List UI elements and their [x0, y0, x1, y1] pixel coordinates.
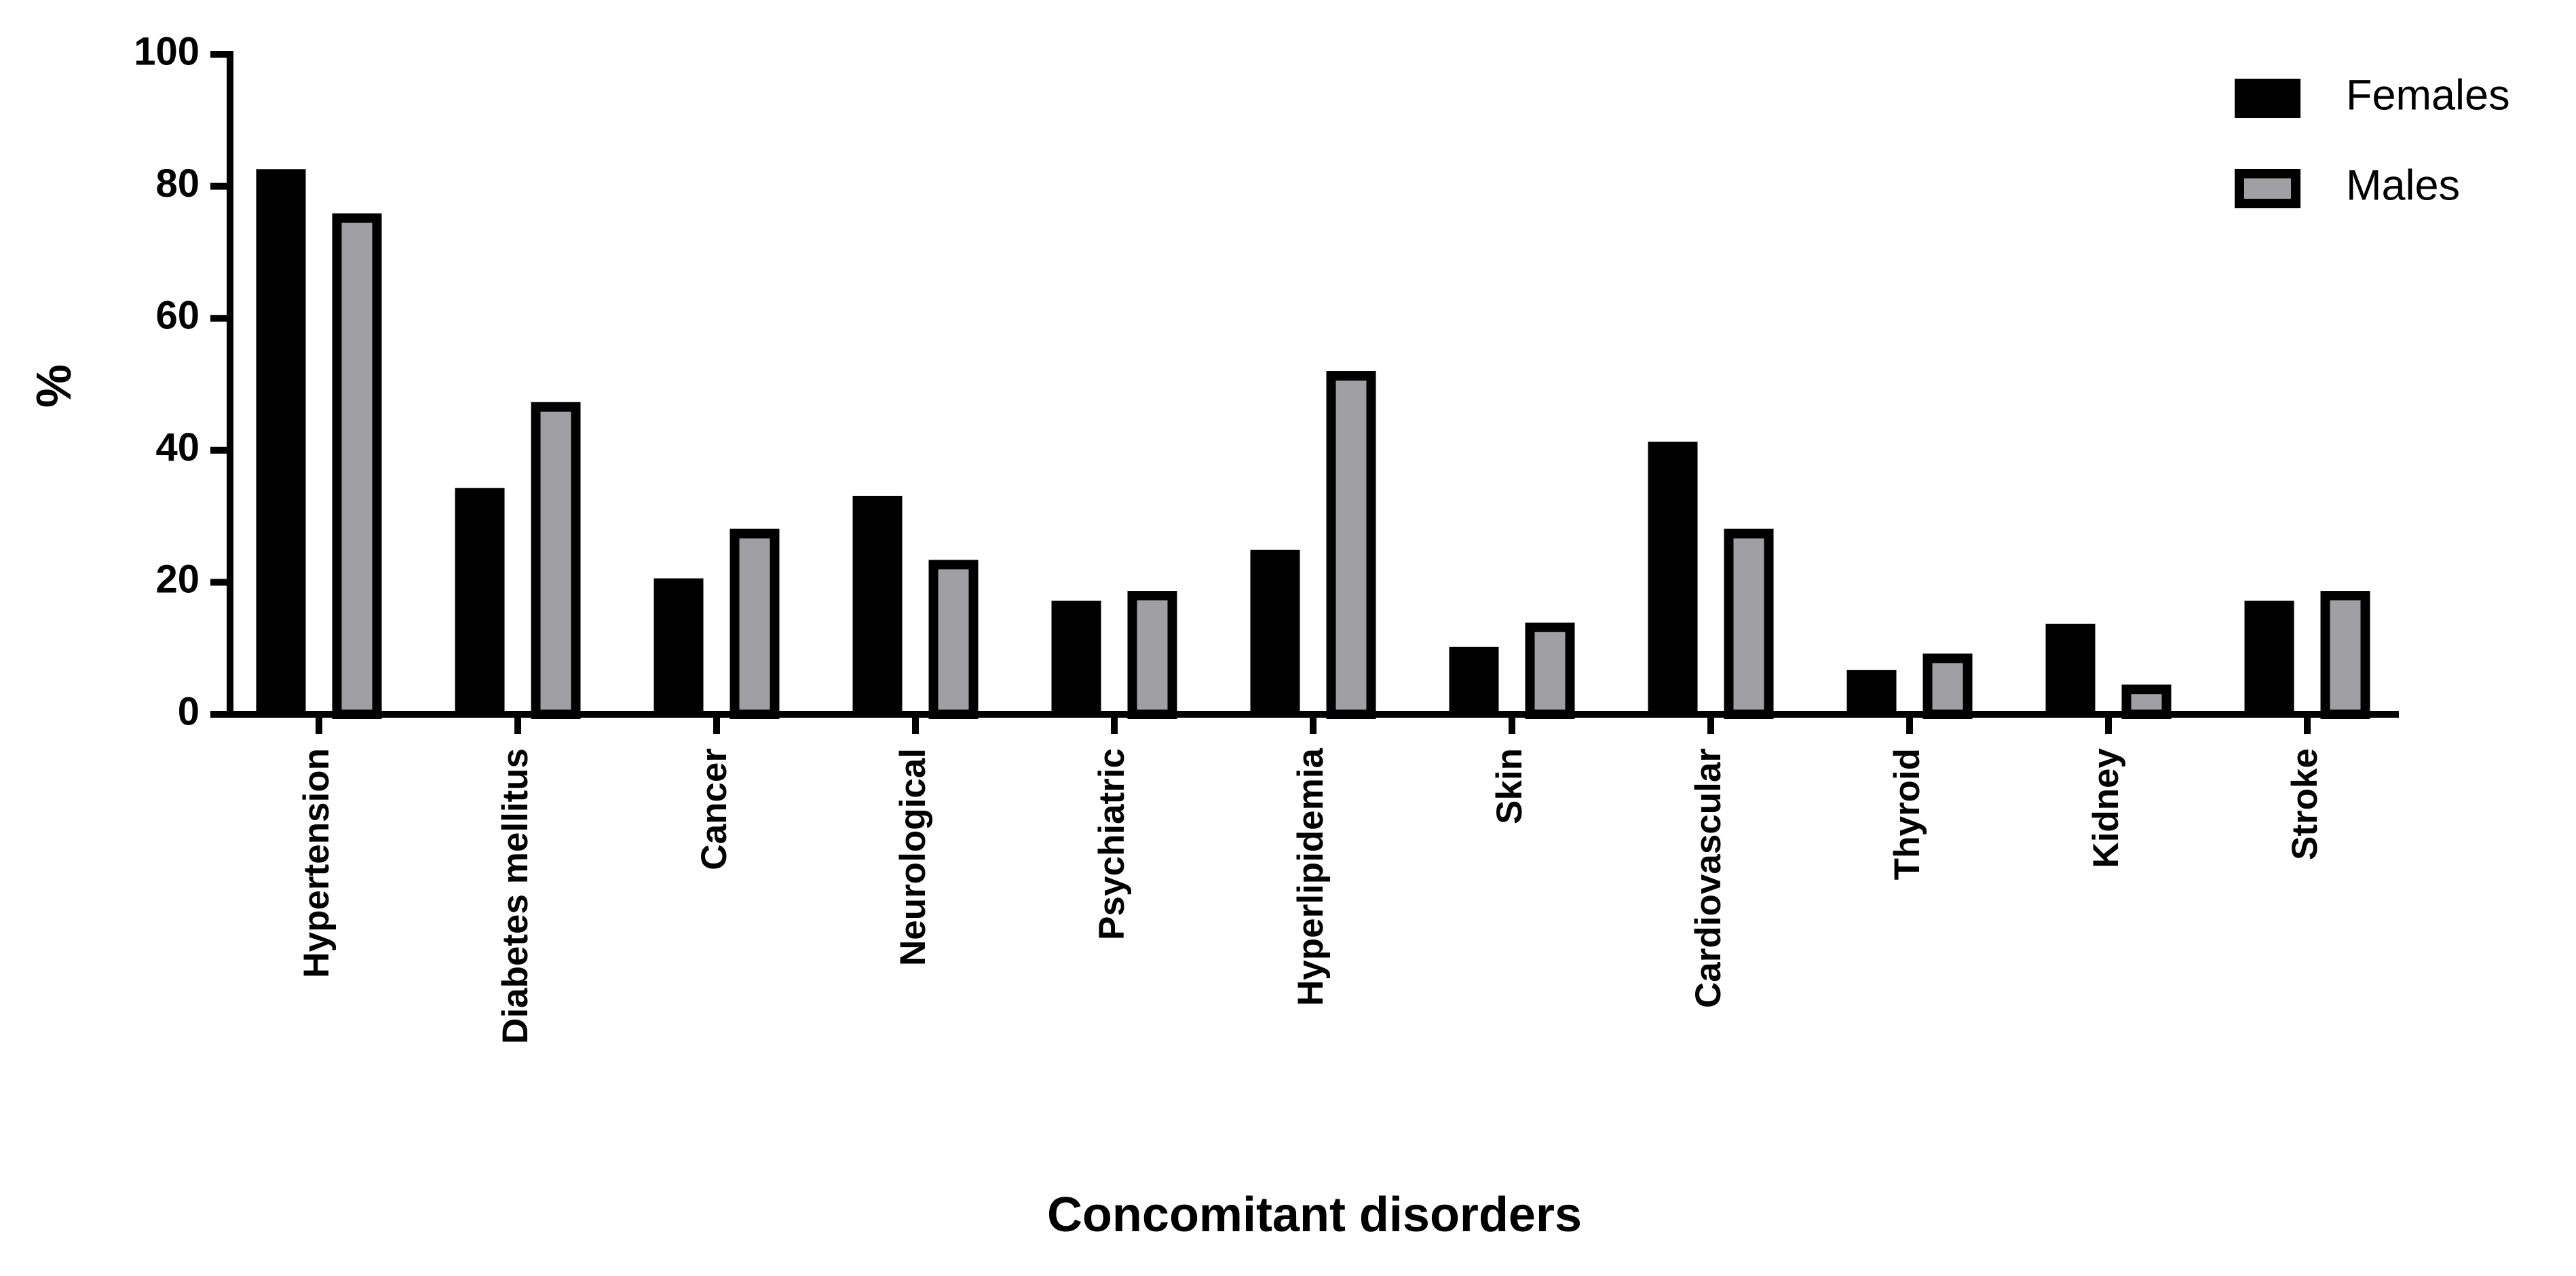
bar [1846, 670, 1897, 714]
bar [332, 213, 382, 720]
y-tick-label: 40 [155, 425, 200, 469]
x-tick-label: Cardiovascular [1688, 748, 1728, 1008]
x-tick-label: Hyperlipidemia [1291, 748, 1331, 1005]
x-tick-label: Diabetes mellitus [495, 748, 535, 1044]
x-tick-label: Kidney [2086, 748, 2126, 868]
legend-swatch [2235, 169, 2300, 208]
x-axis-label: Concomitant disorders [1047, 1188, 1582, 1242]
bar [1922, 653, 1973, 720]
bar [1250, 549, 1300, 714]
bar [852, 495, 903, 714]
legend-label: Females [2346, 72, 2510, 119]
y-tick-label: 100 [134, 29, 200, 73]
y-tick-label: 20 [155, 558, 200, 602]
x-tick-label: Hypertension [297, 748, 337, 978]
bar [1051, 600, 1101, 714]
bar [1648, 442, 1698, 714]
bar [455, 488, 505, 714]
y-axis-label: % [27, 364, 81, 408]
y-tick-label: 60 [155, 294, 200, 338]
bar [1127, 591, 1177, 720]
bar [2045, 623, 2096, 714]
bar [2121, 684, 2172, 720]
bar [1525, 622, 1575, 719]
bar [531, 402, 581, 719]
x-tick-label: Stroke [2285, 748, 2325, 860]
bar [730, 528, 780, 719]
legend-label: Males [2346, 162, 2460, 210]
y-tick-label: 80 [155, 161, 200, 206]
x-tick-label: Neurological [893, 748, 933, 966]
bar [654, 578, 704, 714]
bar [256, 169, 306, 714]
x-tick-label: Psychiatric [1092, 748, 1132, 940]
y-tick-label: 0 [178, 689, 200, 733]
bar [2244, 600, 2294, 714]
bar [1326, 371, 1376, 719]
x-tick-label: Cancer [694, 748, 734, 870]
bar [1724, 528, 1774, 719]
legend-swatch [2235, 79, 2300, 118]
bar [928, 560, 979, 719]
bar [1449, 646, 1499, 714]
x-tick-label: Skin [1490, 748, 1530, 824]
x-tick-label: Thyroid [1887, 748, 1927, 880]
bar [2320, 591, 2370, 720]
